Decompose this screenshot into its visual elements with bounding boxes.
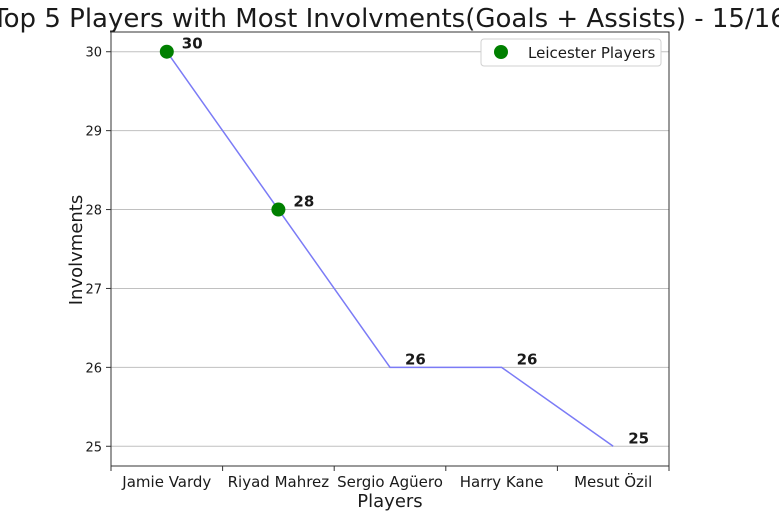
data-label: 25 xyxy=(628,429,649,447)
legend-box xyxy=(480,38,662,67)
y-tick-label: 27 xyxy=(85,282,102,297)
data-labels: 30 28 26 26 25 xyxy=(182,35,649,448)
data-point-highlight xyxy=(271,202,286,217)
x-tick-label: Sergio Agüero xyxy=(337,473,443,491)
axes: 25 26 27 28 29 30 Jamie Vardy Riyad Mahrez Sergi… xyxy=(85,31,670,491)
series-line xyxy=(166,51,614,447)
chart-title: Top 5 Players with Most Involvments(Goal… xyxy=(0,4,779,34)
data-label: 26 xyxy=(517,350,538,368)
y-tick-label: 30 xyxy=(85,46,102,61)
y-tick-label: 25 xyxy=(85,440,102,455)
legend-marker xyxy=(494,45,508,59)
x-tick-label: Mesut Özil xyxy=(574,472,652,491)
data-label: 28 xyxy=(293,193,314,211)
plot-frame xyxy=(110,31,670,467)
x-tick-label: Jamie Vardy xyxy=(121,473,211,491)
y-axis-label: Involvments xyxy=(66,195,87,306)
data-label: 30 xyxy=(182,35,203,53)
x-tick-label: Harry Kane xyxy=(460,473,544,491)
y-tick-label: 29 xyxy=(85,125,102,140)
y-tick-label: 28 xyxy=(85,204,102,219)
x-tick-label: Riyad Mahrez xyxy=(228,473,330,491)
data-label: 26 xyxy=(405,350,426,368)
series-layer xyxy=(159,44,614,447)
x-axis-label: Players xyxy=(357,491,422,512)
legend-label: Leicester Players xyxy=(528,44,656,62)
data-point-highlight xyxy=(159,44,174,59)
grid-lines xyxy=(111,51,669,447)
y-tick-label: 26 xyxy=(85,361,102,376)
legend: Leicester Players xyxy=(480,38,662,67)
